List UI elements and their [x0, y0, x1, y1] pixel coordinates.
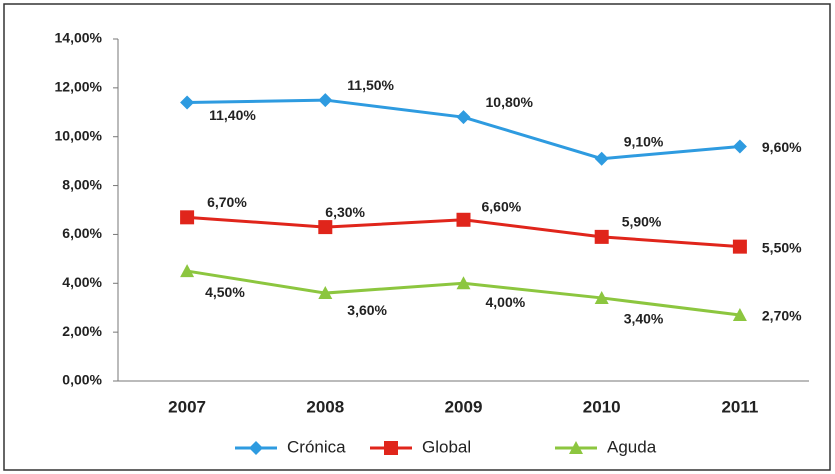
legend-marker	[384, 441, 398, 455]
data-point	[594, 229, 609, 244]
data-label: 6,60%	[482, 198, 522, 214]
data-point	[732, 308, 747, 322]
data-label: 11,50%	[347, 77, 394, 93]
data-label: 10,80%	[486, 94, 534, 110]
x-tick-label: 2009	[445, 397, 483, 416]
data-point	[594, 151, 609, 166]
data-label: 6,30%	[325, 204, 365, 220]
y-tick-label: 8,00%	[62, 176, 102, 192]
data-label: 9,60%	[762, 139, 802, 155]
data-label: 5,50%	[762, 239, 802, 255]
data-point	[318, 93, 333, 108]
data-label: 6,70%	[207, 194, 247, 210]
y-tick-label: 14,00%	[55, 30, 103, 46]
y-tick-label: 12,00%	[55, 79, 103, 95]
data-label: 9,10%	[624, 133, 664, 149]
y-tick-label: 2,00%	[62, 323, 102, 339]
x-tick-label: 2008	[306, 397, 344, 416]
data-point	[594, 290, 609, 304]
legend-label: Crónica	[287, 437, 346, 456]
y-tick-label: 10,00%	[55, 127, 103, 143]
data-label: 3,60%	[347, 302, 387, 318]
y-tick-label: 0,00%	[62, 372, 102, 388]
data-point	[318, 220, 333, 235]
data-label: 4,00%	[486, 294, 526, 310]
legend-marker	[249, 441, 263, 455]
data-point	[180, 210, 195, 225]
data-point	[456, 110, 471, 125]
data-label: 11,40%	[209, 107, 256, 123]
legend-label: Aguda	[607, 437, 657, 456]
data-point	[318, 286, 333, 300]
data-point	[456, 276, 471, 290]
y-tick-label: 4,00%	[62, 274, 102, 290]
data-point	[732, 239, 747, 254]
legend-marker	[569, 441, 583, 454]
data-label: 3,40%	[624, 311, 664, 327]
x-tick-label: 2007	[168, 397, 206, 416]
data-point	[456, 212, 471, 227]
legend-label: Global	[422, 437, 471, 456]
data-label: 5,90%	[622, 214, 662, 230]
frame	[3, 3, 831, 471]
data-point	[180, 95, 195, 110]
y-tick-label: 6,00%	[62, 225, 102, 241]
x-tick-label: 2011	[721, 397, 758, 416]
data-label: 2,70%	[762, 308, 802, 324]
data-point	[732, 139, 747, 154]
data-point	[180, 264, 195, 278]
data-label: 4,50%	[205, 284, 245, 300]
x-tick-label: 2010	[583, 397, 621, 416]
